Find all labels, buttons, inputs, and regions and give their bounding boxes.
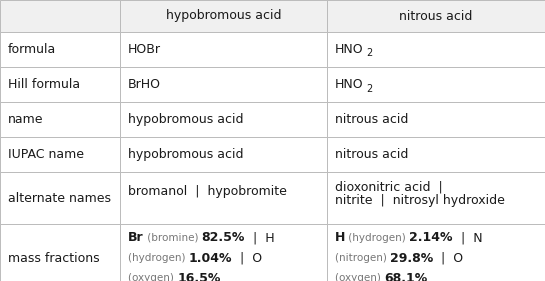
Bar bbox=[120, 224, 327, 281]
Text: (hydrogen): (hydrogen) bbox=[128, 253, 189, 263]
Text: formula: formula bbox=[8, 43, 56, 56]
Bar bbox=[120, 102, 327, 137]
Text: 2.14%: 2.14% bbox=[409, 231, 453, 244]
Text: IUPAC name: IUPAC name bbox=[8, 148, 84, 161]
Text: name: name bbox=[8, 113, 44, 126]
Bar bbox=[0, 32, 120, 67]
Text: (nitrogen): (nitrogen) bbox=[335, 253, 390, 263]
Bar bbox=[0, 0, 120, 32]
Bar bbox=[327, 102, 545, 137]
Bar bbox=[0, 172, 120, 224]
Bar bbox=[327, 172, 545, 224]
Bar bbox=[0, 67, 120, 102]
Text: (hydrogen): (hydrogen) bbox=[346, 233, 409, 243]
Text: (oxygen): (oxygen) bbox=[335, 273, 384, 281]
Bar bbox=[0, 137, 120, 172]
Text: 68.1%: 68.1% bbox=[384, 272, 427, 281]
Bar bbox=[327, 0, 545, 32]
Text: nitrite  |  nitrosyl hydroxide: nitrite | nitrosyl hydroxide bbox=[335, 194, 505, 207]
Text: nitrous acid: nitrous acid bbox=[335, 148, 408, 161]
Bar bbox=[327, 32, 545, 67]
Bar bbox=[0, 102, 120, 137]
Text: dioxonitric acid  |: dioxonitric acid | bbox=[335, 180, 443, 193]
Text: (oxygen): (oxygen) bbox=[128, 273, 177, 281]
Text: 2: 2 bbox=[366, 83, 372, 94]
Bar bbox=[327, 67, 545, 102]
Text: nitrous acid: nitrous acid bbox=[335, 113, 408, 126]
Bar bbox=[327, 137, 545, 172]
Bar bbox=[327, 224, 545, 281]
Text: BrHO: BrHO bbox=[128, 78, 161, 91]
Text: alternate names: alternate names bbox=[8, 191, 111, 205]
Bar bbox=[120, 67, 327, 102]
Text: Hill formula: Hill formula bbox=[8, 78, 80, 91]
Text: |  O: | O bbox=[232, 251, 262, 264]
Text: hypobromous acid: hypobromous acid bbox=[166, 10, 281, 22]
Text: nitrous acid: nitrous acid bbox=[399, 10, 473, 22]
Text: 1.04%: 1.04% bbox=[189, 251, 232, 264]
Text: Br: Br bbox=[128, 231, 144, 244]
Text: |  H: | H bbox=[245, 231, 274, 244]
Text: hypobromous acid: hypobromous acid bbox=[128, 113, 244, 126]
Text: 16.5%: 16.5% bbox=[177, 272, 221, 281]
Text: hypobromous acid: hypobromous acid bbox=[128, 148, 244, 161]
Text: 2: 2 bbox=[366, 49, 372, 58]
Text: HOBr: HOBr bbox=[128, 43, 161, 56]
Bar bbox=[120, 32, 327, 67]
Bar bbox=[120, 172, 327, 224]
Text: |  O: | O bbox=[433, 251, 463, 264]
Text: H: H bbox=[335, 231, 346, 244]
Text: HNO: HNO bbox=[335, 78, 364, 91]
Text: 82.5%: 82.5% bbox=[201, 231, 245, 244]
Text: |  N: | N bbox=[453, 231, 482, 244]
Text: mass fractions: mass fractions bbox=[8, 251, 100, 264]
Bar bbox=[0, 224, 120, 281]
Text: bromanol  |  hypobromite: bromanol | hypobromite bbox=[128, 185, 287, 198]
Text: HNO: HNO bbox=[335, 43, 364, 56]
Text: (bromine): (bromine) bbox=[144, 233, 201, 243]
Text: 29.8%: 29.8% bbox=[390, 251, 433, 264]
Bar bbox=[120, 137, 327, 172]
Bar bbox=[120, 0, 327, 32]
